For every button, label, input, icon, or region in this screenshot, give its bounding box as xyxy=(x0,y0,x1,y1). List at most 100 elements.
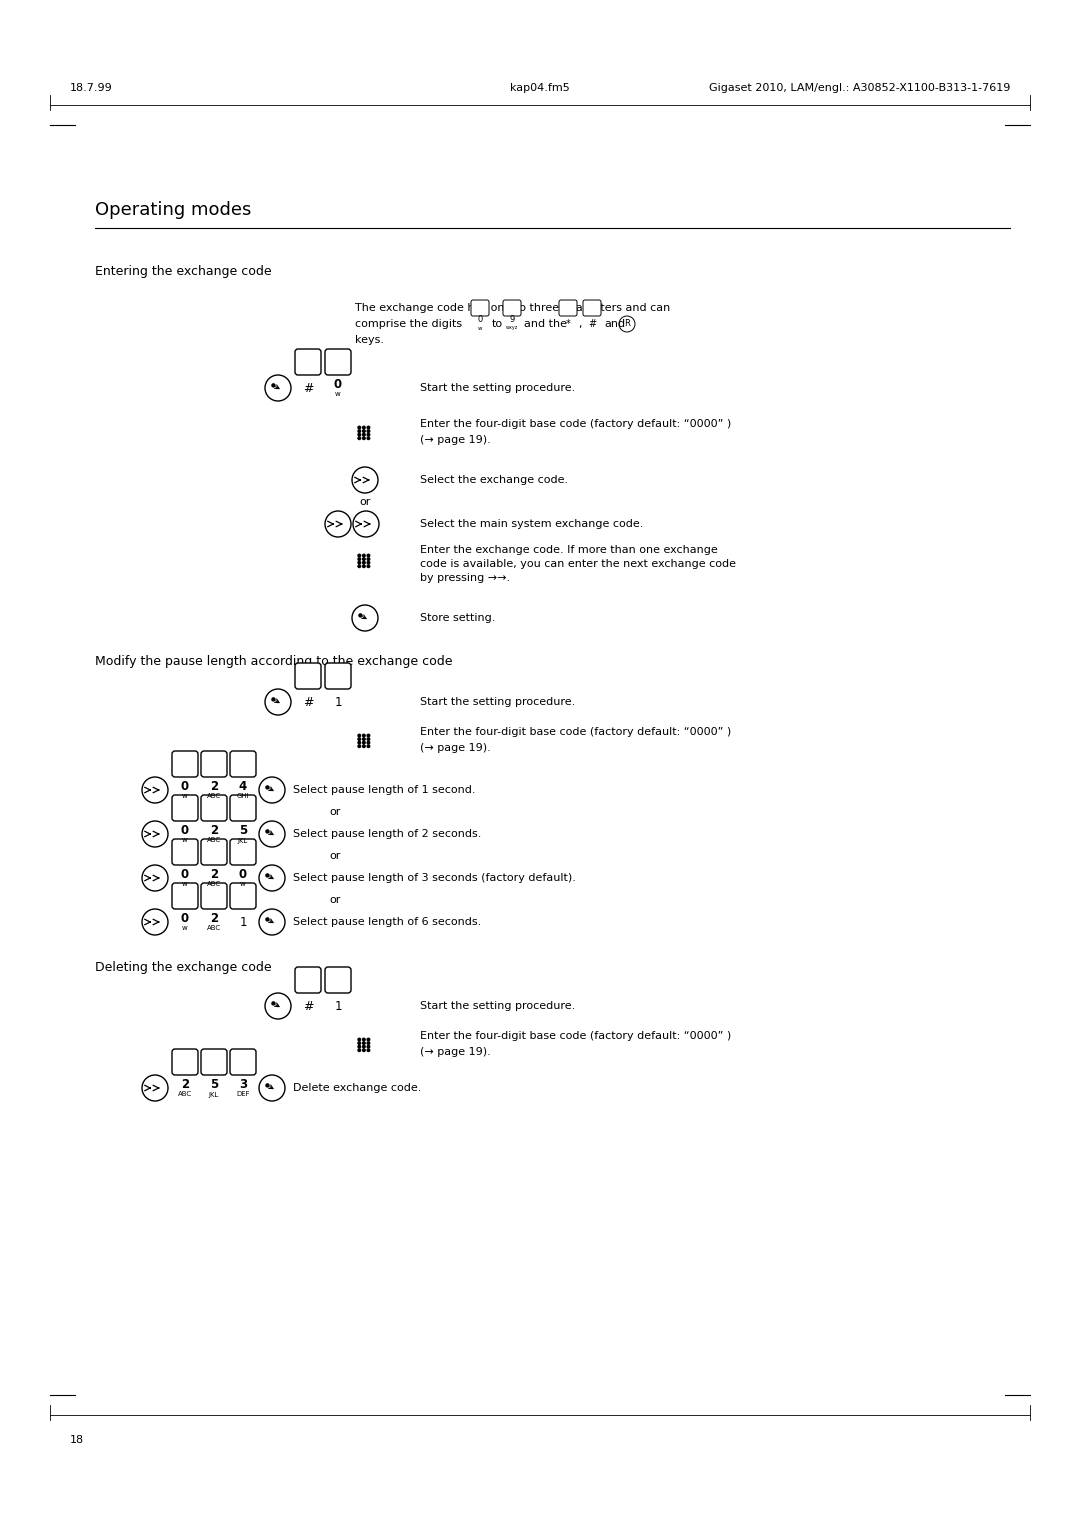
Text: ABC: ABC xyxy=(207,882,221,888)
FancyBboxPatch shape xyxy=(172,795,198,821)
Text: 18.7.99: 18.7.99 xyxy=(70,83,112,93)
Text: Start the setting procedure.: Start the setting procedure. xyxy=(420,1001,576,1012)
Circle shape xyxy=(367,741,369,744)
Text: 1: 1 xyxy=(334,999,341,1013)
Text: keys.: keys. xyxy=(355,335,384,345)
Text: 0: 0 xyxy=(239,868,247,882)
Text: Enter the four-digit base code (factory default: “0000” ): Enter the four-digit base code (factory … xyxy=(420,1031,731,1041)
Circle shape xyxy=(363,565,365,567)
FancyBboxPatch shape xyxy=(325,663,351,689)
Text: 4: 4 xyxy=(239,781,247,793)
Circle shape xyxy=(357,1045,361,1048)
Text: w: w xyxy=(477,325,483,330)
Circle shape xyxy=(272,384,275,387)
Circle shape xyxy=(357,1038,361,1041)
FancyArrowPatch shape xyxy=(362,614,366,619)
Circle shape xyxy=(357,565,361,567)
Text: Store setting.: Store setting. xyxy=(420,613,496,623)
Circle shape xyxy=(367,437,369,440)
FancyArrowPatch shape xyxy=(269,1085,273,1088)
Text: Modify the pause length according to the exchange code: Modify the pause length according to the… xyxy=(95,656,453,669)
Text: *: * xyxy=(566,319,570,329)
Circle shape xyxy=(357,561,361,564)
Text: 9: 9 xyxy=(510,315,515,324)
Circle shape xyxy=(363,741,365,744)
Text: Select pause length of 6 seconds.: Select pause length of 6 seconds. xyxy=(293,917,482,927)
Text: and: and xyxy=(604,319,625,329)
Text: GHI: GHI xyxy=(237,793,249,799)
FancyBboxPatch shape xyxy=(230,883,256,909)
Circle shape xyxy=(367,735,369,736)
Text: 0: 0 xyxy=(477,315,483,324)
Text: 3: 3 xyxy=(239,1079,247,1091)
Text: DEF: DEF xyxy=(237,1091,249,1097)
Text: Select pause length of 1 second.: Select pause length of 1 second. xyxy=(293,785,475,795)
Circle shape xyxy=(266,918,269,921)
Circle shape xyxy=(367,558,369,561)
FancyBboxPatch shape xyxy=(230,795,256,821)
Circle shape xyxy=(367,738,369,741)
Circle shape xyxy=(367,429,369,432)
Text: comprise the digits: comprise the digits xyxy=(355,319,465,329)
FancyBboxPatch shape xyxy=(201,1050,227,1076)
Text: or: or xyxy=(329,851,340,860)
Text: to: to xyxy=(492,319,503,329)
Text: 5: 5 xyxy=(239,825,247,837)
FancyArrowPatch shape xyxy=(269,876,273,879)
Circle shape xyxy=(266,1083,269,1086)
Circle shape xyxy=(357,426,361,429)
FancyBboxPatch shape xyxy=(583,299,600,316)
Circle shape xyxy=(363,735,365,736)
Text: ,: , xyxy=(578,319,581,329)
Text: 2: 2 xyxy=(210,912,218,926)
Circle shape xyxy=(357,1042,361,1045)
Text: 0: 0 xyxy=(181,912,189,926)
Circle shape xyxy=(367,1038,369,1041)
Circle shape xyxy=(363,429,365,432)
FancyArrowPatch shape xyxy=(274,698,279,703)
Text: wxyz: wxyz xyxy=(505,325,518,330)
Text: Enter the four-digit base code (factory default: “0000” ): Enter the four-digit base code (factory … xyxy=(420,419,731,429)
Circle shape xyxy=(272,698,275,701)
Text: w: w xyxy=(183,882,188,888)
Text: Select the exchange code.: Select the exchange code. xyxy=(420,475,568,484)
FancyBboxPatch shape xyxy=(295,348,321,374)
Circle shape xyxy=(367,565,369,567)
Circle shape xyxy=(363,426,365,429)
Text: 0: 0 xyxy=(334,379,342,391)
Circle shape xyxy=(357,437,361,440)
Circle shape xyxy=(363,561,365,564)
Text: 0: 0 xyxy=(181,781,189,793)
FancyArrowPatch shape xyxy=(274,1002,279,1007)
Text: and the: and the xyxy=(524,319,567,329)
Text: ABC: ABC xyxy=(207,837,221,843)
Text: ABC: ABC xyxy=(178,1091,192,1097)
Text: ABC: ABC xyxy=(207,793,221,799)
FancyBboxPatch shape xyxy=(172,1050,198,1076)
Text: Enter the exchange code. If more than one exchange: Enter the exchange code. If more than on… xyxy=(420,545,718,555)
Text: Start the setting procedure.: Start the setting procedure. xyxy=(420,384,576,393)
Text: w: w xyxy=(335,391,341,397)
Circle shape xyxy=(363,437,365,440)
Circle shape xyxy=(363,558,365,561)
Circle shape xyxy=(363,1045,365,1048)
Circle shape xyxy=(357,1048,361,1051)
Text: kap04.fm5: kap04.fm5 xyxy=(510,83,570,93)
Circle shape xyxy=(357,735,361,736)
Text: 2: 2 xyxy=(181,1079,189,1091)
FancyBboxPatch shape xyxy=(230,1050,256,1076)
Text: #: # xyxy=(588,319,596,329)
Text: 1: 1 xyxy=(334,695,341,709)
Circle shape xyxy=(367,555,369,556)
FancyBboxPatch shape xyxy=(503,299,521,316)
Text: 1: 1 xyxy=(240,915,246,929)
Text: Select pause length of 3 seconds (factory default).: Select pause length of 3 seconds (factor… xyxy=(293,872,576,883)
FancyBboxPatch shape xyxy=(201,883,227,909)
Text: 2: 2 xyxy=(210,781,218,793)
Circle shape xyxy=(367,1042,369,1045)
Text: Delete exchange code.: Delete exchange code. xyxy=(293,1083,421,1093)
Text: 18: 18 xyxy=(70,1435,84,1445)
Circle shape xyxy=(363,1048,365,1051)
Text: JKL: JKL xyxy=(238,837,248,843)
Circle shape xyxy=(357,555,361,556)
